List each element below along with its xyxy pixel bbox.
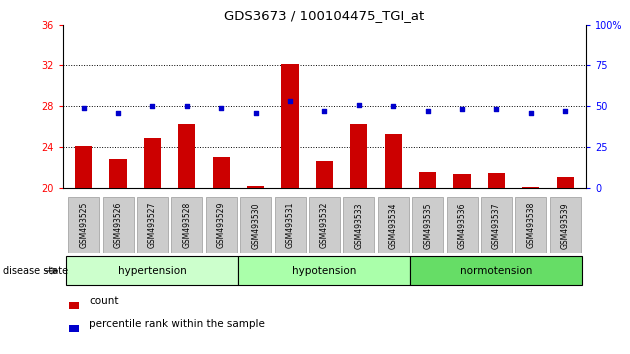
Text: GSM493537: GSM493537 [492, 202, 501, 249]
Text: GSM493531: GSM493531 [285, 202, 295, 249]
Text: percentile rank within the sample: percentile rank within the sample [89, 319, 265, 329]
Bar [75, 146, 92, 188]
Bar [178, 124, 195, 188]
Text: GSM493533: GSM493533 [354, 202, 364, 249]
FancyBboxPatch shape [447, 198, 478, 253]
Point [526, 110, 536, 115]
Bar [454, 175, 471, 188]
Text: GSM493528: GSM493528 [182, 202, 192, 249]
FancyBboxPatch shape [137, 198, 168, 253]
FancyBboxPatch shape [481, 198, 512, 253]
Text: GSM493530: GSM493530 [251, 202, 260, 249]
Bar [316, 161, 333, 188]
Bar [488, 173, 505, 188]
Bar [213, 157, 230, 188]
FancyBboxPatch shape [515, 198, 546, 253]
Point [354, 102, 364, 107]
Text: normotension: normotension [461, 266, 532, 276]
Point [79, 105, 89, 111]
Point [423, 108, 433, 114]
FancyBboxPatch shape [411, 256, 583, 285]
Point [182, 103, 192, 109]
Point [319, 108, 329, 114]
FancyBboxPatch shape [238, 256, 411, 285]
Text: count: count [89, 296, 119, 306]
FancyBboxPatch shape [66, 256, 238, 285]
Point [491, 107, 501, 112]
Text: GSM493538: GSM493538 [526, 202, 536, 249]
Bar [144, 138, 161, 188]
Title: GDS3673 / 100104475_TGI_at: GDS3673 / 100104475_TGI_at [224, 9, 425, 22]
FancyBboxPatch shape [206, 198, 237, 253]
FancyBboxPatch shape [103, 198, 134, 253]
Text: GSM493536: GSM493536 [457, 202, 467, 249]
Text: GSM493525: GSM493525 [79, 202, 88, 249]
Bar [69, 302, 79, 309]
Text: hypotension: hypotension [292, 266, 357, 276]
Bar [247, 185, 264, 188]
Text: GSM493529: GSM493529 [217, 202, 226, 249]
FancyBboxPatch shape [171, 198, 202, 253]
FancyBboxPatch shape [412, 198, 443, 253]
Bar [282, 64, 299, 188]
FancyBboxPatch shape [68, 198, 99, 253]
Bar [419, 172, 436, 188]
FancyBboxPatch shape [275, 198, 306, 253]
Text: GSM493534: GSM493534 [389, 202, 398, 249]
Point [113, 110, 123, 115]
Text: hypertension: hypertension [118, 266, 187, 276]
Bar [557, 177, 574, 188]
Text: GSM493527: GSM493527 [148, 202, 157, 249]
Bar [69, 325, 79, 332]
Text: GSM493535: GSM493535 [423, 202, 432, 249]
Text: GSM493532: GSM493532 [320, 202, 329, 249]
Bar [385, 134, 402, 188]
Point [147, 103, 158, 109]
Point [251, 110, 261, 115]
FancyBboxPatch shape [550, 198, 581, 253]
Bar [350, 124, 367, 188]
Text: GSM493526: GSM493526 [113, 202, 123, 249]
Point [216, 105, 226, 111]
Bar [522, 187, 539, 188]
Point [388, 103, 398, 109]
Point [285, 98, 295, 104]
FancyBboxPatch shape [378, 198, 409, 253]
Point [457, 107, 467, 112]
FancyBboxPatch shape [309, 198, 340, 253]
FancyBboxPatch shape [343, 198, 374, 253]
FancyBboxPatch shape [240, 198, 271, 253]
Text: GSM493539: GSM493539 [561, 202, 570, 249]
Bar [110, 159, 127, 188]
Text: disease state: disease state [3, 266, 68, 276]
Point [560, 108, 570, 114]
